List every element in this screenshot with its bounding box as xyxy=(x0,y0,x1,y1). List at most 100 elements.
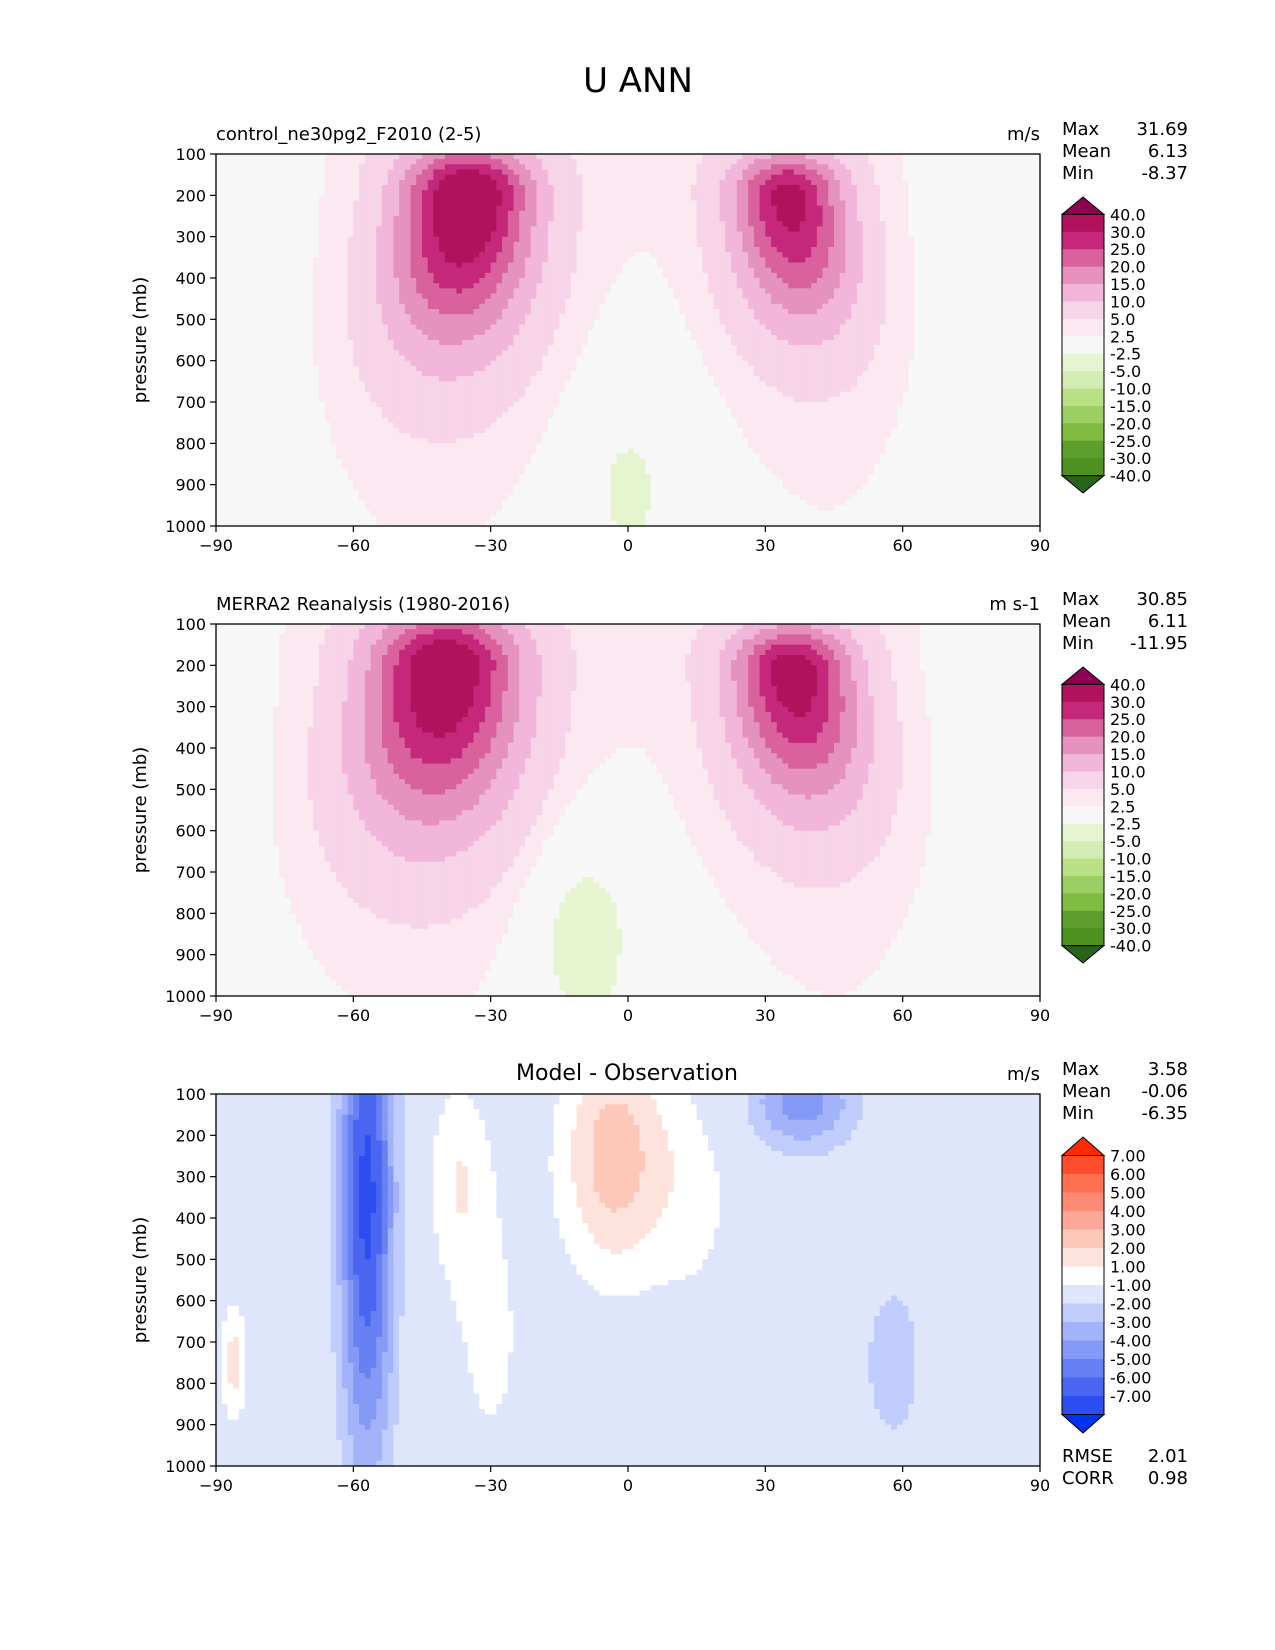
field-cell xyxy=(1017,299,1023,305)
field-cell xyxy=(880,319,886,325)
field-cell xyxy=(657,180,663,186)
field-cell xyxy=(308,309,314,315)
field-cell xyxy=(548,288,554,294)
field-cell xyxy=(874,288,880,294)
field-cell xyxy=(376,252,382,258)
field-cell xyxy=(290,175,296,181)
field-cell xyxy=(325,180,331,186)
field-cell xyxy=(1023,288,1029,294)
field-cell xyxy=(496,237,502,243)
field-cell xyxy=(1000,216,1006,222)
field-cell xyxy=(771,294,777,300)
field-cell xyxy=(548,190,554,196)
field-cell xyxy=(697,319,703,325)
field-cell xyxy=(262,216,268,222)
field-cell xyxy=(313,221,319,227)
field-cell xyxy=(845,185,851,191)
field-cell xyxy=(336,216,342,222)
field-cell xyxy=(800,247,806,253)
field-cell xyxy=(239,268,245,274)
field-cell xyxy=(720,304,726,310)
field-cell xyxy=(908,294,914,300)
field-cell xyxy=(714,242,720,248)
field-cell xyxy=(674,283,680,289)
field-cell xyxy=(342,185,348,191)
field-cell xyxy=(897,232,903,238)
field-cell xyxy=(422,319,428,325)
field-cell xyxy=(628,309,634,315)
field-cell xyxy=(268,221,274,227)
field-cell xyxy=(777,226,783,232)
field-cell xyxy=(371,309,377,315)
field-cell xyxy=(256,252,262,258)
field-cell xyxy=(439,299,445,305)
field-cell xyxy=(216,170,222,176)
field-cell xyxy=(382,154,388,160)
field-cell xyxy=(262,242,268,248)
field-cell xyxy=(548,273,554,279)
field-cell xyxy=(691,170,697,176)
field-cell xyxy=(823,211,829,217)
field-cell xyxy=(863,247,869,253)
field-cell xyxy=(954,314,960,320)
field-cell xyxy=(708,237,714,243)
field-cell xyxy=(977,309,983,315)
field-cell xyxy=(565,170,571,176)
field-cell xyxy=(863,299,869,305)
field-cell xyxy=(565,195,571,201)
field-cell xyxy=(279,330,285,336)
field-cell xyxy=(742,325,748,331)
field-cell xyxy=(582,294,588,300)
field-cell xyxy=(548,283,554,289)
field-cell xyxy=(514,252,520,258)
field-cell xyxy=(754,278,760,284)
field-cell xyxy=(233,164,239,170)
field-cell xyxy=(439,232,445,238)
field-cell xyxy=(599,190,605,196)
field-cell xyxy=(794,211,800,217)
field-cell xyxy=(840,319,846,325)
field-cell xyxy=(926,185,932,191)
field-cell xyxy=(708,283,714,289)
field-cell xyxy=(731,221,737,227)
field-cell xyxy=(365,268,371,274)
field-cell xyxy=(845,201,851,207)
field-cell xyxy=(845,206,851,212)
field-cell xyxy=(302,185,308,191)
field-cell xyxy=(279,319,285,325)
field-cell xyxy=(227,170,233,176)
field-cell xyxy=(851,216,857,222)
field-cell xyxy=(491,314,497,320)
field-cell xyxy=(365,175,371,181)
field-cell xyxy=(908,195,914,201)
field-cell xyxy=(994,309,1000,315)
field-cell xyxy=(937,278,943,284)
field-cell xyxy=(376,237,382,243)
field-cell xyxy=(456,154,462,160)
field-cell xyxy=(496,206,502,212)
field-cell xyxy=(359,319,365,325)
field-cell xyxy=(748,190,754,196)
field-cell xyxy=(840,221,846,227)
field-cell xyxy=(908,232,914,238)
field-cell xyxy=(674,226,680,232)
field-cell xyxy=(886,201,892,207)
field-cell xyxy=(605,232,611,238)
field-cell xyxy=(508,283,514,289)
field-cell xyxy=(485,201,491,207)
field-cell xyxy=(399,237,405,243)
field-cell xyxy=(605,304,611,310)
field-cell xyxy=(1023,154,1029,160)
field-cell xyxy=(748,257,754,263)
field-cell xyxy=(737,226,743,232)
field-cell xyxy=(720,170,726,176)
field-cell xyxy=(697,216,703,222)
field-cell xyxy=(279,304,285,310)
field-cell xyxy=(599,304,605,310)
field-cell xyxy=(290,216,296,222)
field-cell xyxy=(731,273,737,279)
field-cell xyxy=(319,237,325,243)
field-cell xyxy=(622,201,628,207)
field-cell xyxy=(680,299,686,305)
field-cell xyxy=(388,221,394,227)
